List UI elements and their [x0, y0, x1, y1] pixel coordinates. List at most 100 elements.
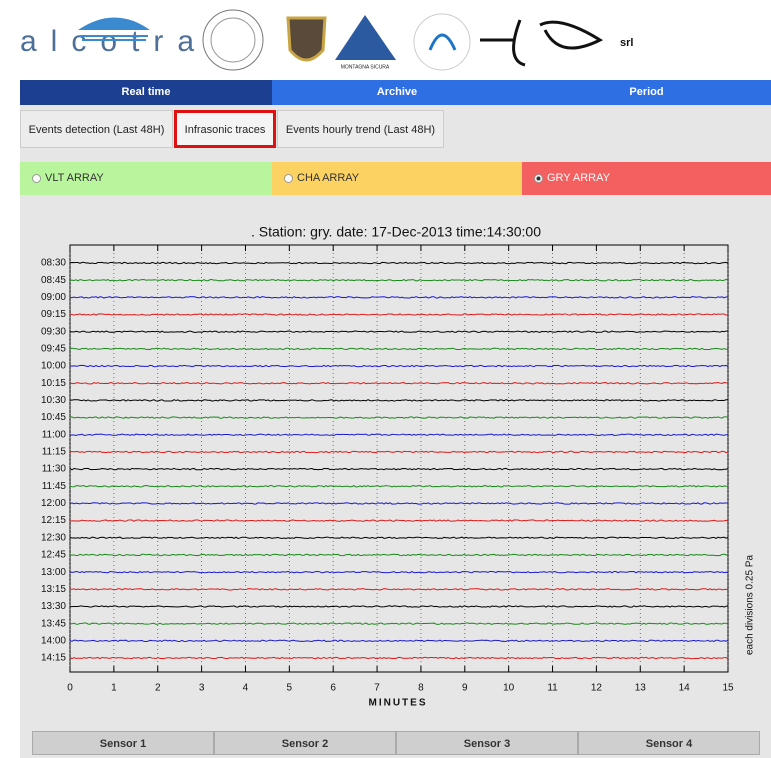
y-tick-label: 12:15 [41, 515, 66, 526]
trace [69, 347, 729, 351]
y-tick-label: 14:00 [41, 635, 66, 646]
sensor-button[interactable]: Sensor 1 [32, 731, 214, 755]
nav-item[interactable]: Archive [272, 80, 522, 105]
y-tick-label: 12:00 [41, 498, 66, 509]
trace [69, 502, 729, 505]
y-tick-label: 12:45 [41, 550, 66, 561]
array-label: CHA ARRAY [297, 172, 360, 184]
y-tick-label: 08:30 [41, 258, 66, 269]
x-tick-label: 15 [722, 683, 734, 694]
trace [69, 278, 729, 282]
y-tick-label: 09:15 [41, 309, 66, 320]
tab[interactable]: Infrasonic traces [174, 110, 276, 148]
trace [69, 450, 729, 454]
chart: . Station: gry. date: 17-Dec-2013 time:1… [41, 224, 756, 709]
y-tick-label: 11:45 [42, 481, 67, 492]
tab[interactable]: Events hourly trend (Last 48H) [277, 110, 444, 148]
logo [202, 9, 264, 71]
logo [78, 17, 150, 30]
array-label: GRY ARRAY [547, 172, 610, 184]
x-tick-label: 2 [155, 683, 161, 694]
y2-axis-label: each divisions 0.25 Pa [745, 555, 756, 656]
y-tick-label: 09:00 [41, 292, 66, 303]
trace [69, 485, 729, 488]
trace [69, 553, 729, 557]
trace [69, 381, 729, 385]
y-tick-label: 13:30 [41, 601, 66, 612]
y-tick-label: 10:15 [41, 378, 66, 389]
trace [69, 399, 729, 402]
trace [69, 536, 729, 540]
logo-text: MONTAGNA SICURA [341, 64, 390, 70]
trace [69, 519, 729, 522]
logo [428, 33, 457, 51]
x-tick-label: 6 [330, 683, 336, 694]
logo [210, 17, 256, 63]
trace [69, 467, 729, 471]
plot-area [69, 244, 729, 673]
array-label: VLT ARRAY [45, 172, 104, 184]
x-tick-label: 5 [287, 683, 293, 694]
logo [286, 16, 327, 62]
nav-item[interactable]: Real time [20, 80, 272, 105]
x-tick-label: 12 [591, 683, 603, 694]
trace [69, 656, 729, 660]
trace [69, 261, 729, 265]
y-tick-label: 09:30 [41, 326, 66, 337]
company: srl [620, 37, 633, 49]
array-option[interactable]: VLT ARRAY [20, 162, 272, 195]
y-tick-label: 13:15 [41, 584, 66, 595]
y-tick-label: 11:00 [42, 429, 67, 440]
brand: alcotra [20, 25, 208, 58]
array-option[interactable]: GRY ARRAY [522, 162, 771, 195]
trace [69, 605, 729, 608]
y-tick-label: 11:30 [42, 464, 67, 475]
y-tick-label: 11:15 [42, 447, 67, 458]
trace [69, 622, 729, 625]
x-tick-label: 4 [243, 683, 249, 694]
x-tick-label: 1 [111, 683, 117, 694]
x-tick-label: 9 [462, 683, 468, 694]
y-tick-label: 10:30 [41, 395, 66, 406]
x-tick-label: 3 [199, 683, 205, 694]
x-axis-label: MINUTES [369, 698, 428, 709]
x-tick-label: 11 [547, 683, 558, 694]
trace [69, 364, 729, 368]
nav-item[interactable]: Period [522, 80, 771, 105]
header: alcotra MONTAGNA SICURA srl [20, 9, 633, 71]
y-tick-label: 13:00 [41, 567, 66, 578]
x-tick-label: 7 [374, 683, 380, 694]
tab[interactable]: Events detection (Last 48H) [20, 110, 173, 148]
y-tick-label: 14:15 [41, 653, 66, 664]
trace [69, 416, 729, 419]
x-tick-label: 13 [635, 683, 647, 694]
y-tick-label: 10:45 [41, 412, 66, 423]
trace [69, 570, 729, 574]
trace [69, 433, 729, 436]
logo [80, 35, 148, 41]
x-tick-label: 10 [503, 683, 515, 694]
logo [335, 15, 396, 60]
y-tick-label: 13:45 [41, 618, 66, 629]
sensor-button[interactable]: Sensor 4 [578, 731, 760, 755]
radio[interactable] [534, 173, 543, 183]
radio[interactable] [32, 173, 41, 183]
x-tick-label: 8 [418, 683, 424, 694]
logo [413, 13, 471, 71]
logo [480, 19, 604, 67]
trace [69, 588, 729, 591]
sensor-button[interactable]: Sensor 3 [396, 731, 578, 755]
x-tick-label: 0 [67, 683, 73, 694]
sensor-button[interactable]: Sensor 2 [214, 731, 396, 755]
radio[interactable] [284, 173, 293, 183]
trace [69, 313, 729, 316]
x-tick-label: 14 [679, 683, 691, 694]
array-option[interactable]: CHA ARRAY [272, 162, 522, 195]
trace [69, 330, 729, 333]
y-tick-label: 09:45 [41, 344, 66, 355]
chart-title: . Station: gry. date: 17-Dec-2013 time:1… [251, 224, 541, 240]
y-tick-label: 10:00 [41, 361, 66, 372]
y-tick-label: 12:30 [41, 532, 66, 543]
y-tick-label: 08:45 [41, 275, 66, 286]
